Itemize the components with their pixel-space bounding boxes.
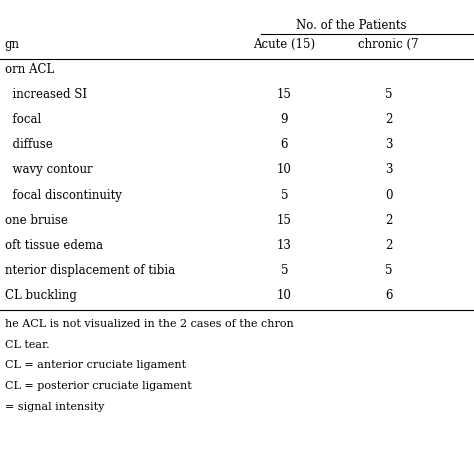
Text: focal discontinuity: focal discontinuity	[5, 189, 122, 201]
Text: Acute (15): Acute (15)	[253, 38, 316, 51]
Text: diffuse: diffuse	[5, 138, 53, 151]
Text: focal: focal	[5, 113, 41, 126]
Text: wavy contour: wavy contour	[5, 164, 92, 176]
Text: 3: 3	[385, 138, 392, 151]
Text: 13: 13	[277, 239, 292, 252]
Text: 0: 0	[385, 189, 392, 201]
Text: one bruise: one bruise	[5, 214, 68, 227]
Text: 15: 15	[277, 214, 292, 227]
Text: 15: 15	[277, 88, 292, 101]
Text: 3: 3	[385, 164, 392, 176]
Text: gn: gn	[5, 38, 20, 51]
Text: he ACL is not visualized in the 2 cases of the chron: he ACL is not visualized in the 2 cases …	[5, 319, 293, 329]
Text: = signal intensity: = signal intensity	[5, 401, 104, 411]
Text: 5: 5	[281, 189, 288, 201]
Text: 5: 5	[385, 264, 392, 277]
Text: 2: 2	[385, 239, 392, 252]
Text: CL tear.: CL tear.	[5, 340, 49, 350]
Text: increased SI: increased SI	[5, 88, 87, 101]
Text: 6: 6	[385, 289, 392, 302]
Text: orn ACL: orn ACL	[5, 63, 54, 76]
Text: 5: 5	[385, 88, 392, 101]
Text: nterior displacement of tibia: nterior displacement of tibia	[5, 264, 175, 277]
Text: 6: 6	[281, 138, 288, 151]
Text: No. of the Patients: No. of the Patients	[295, 19, 406, 32]
Text: 10: 10	[277, 289, 292, 302]
Text: CL buckling: CL buckling	[5, 289, 77, 302]
Text: chronic (7: chronic (7	[358, 38, 419, 51]
Text: 2: 2	[385, 113, 392, 126]
Text: CL = posterior cruciate ligament: CL = posterior cruciate ligament	[5, 381, 191, 391]
Text: 5: 5	[281, 264, 288, 277]
Text: 9: 9	[281, 113, 288, 126]
Text: 2: 2	[385, 214, 392, 227]
Text: oft tissue edema: oft tissue edema	[5, 239, 103, 252]
Text: 10: 10	[277, 164, 292, 176]
Text: CL = anterior cruciate ligament: CL = anterior cruciate ligament	[5, 360, 186, 370]
